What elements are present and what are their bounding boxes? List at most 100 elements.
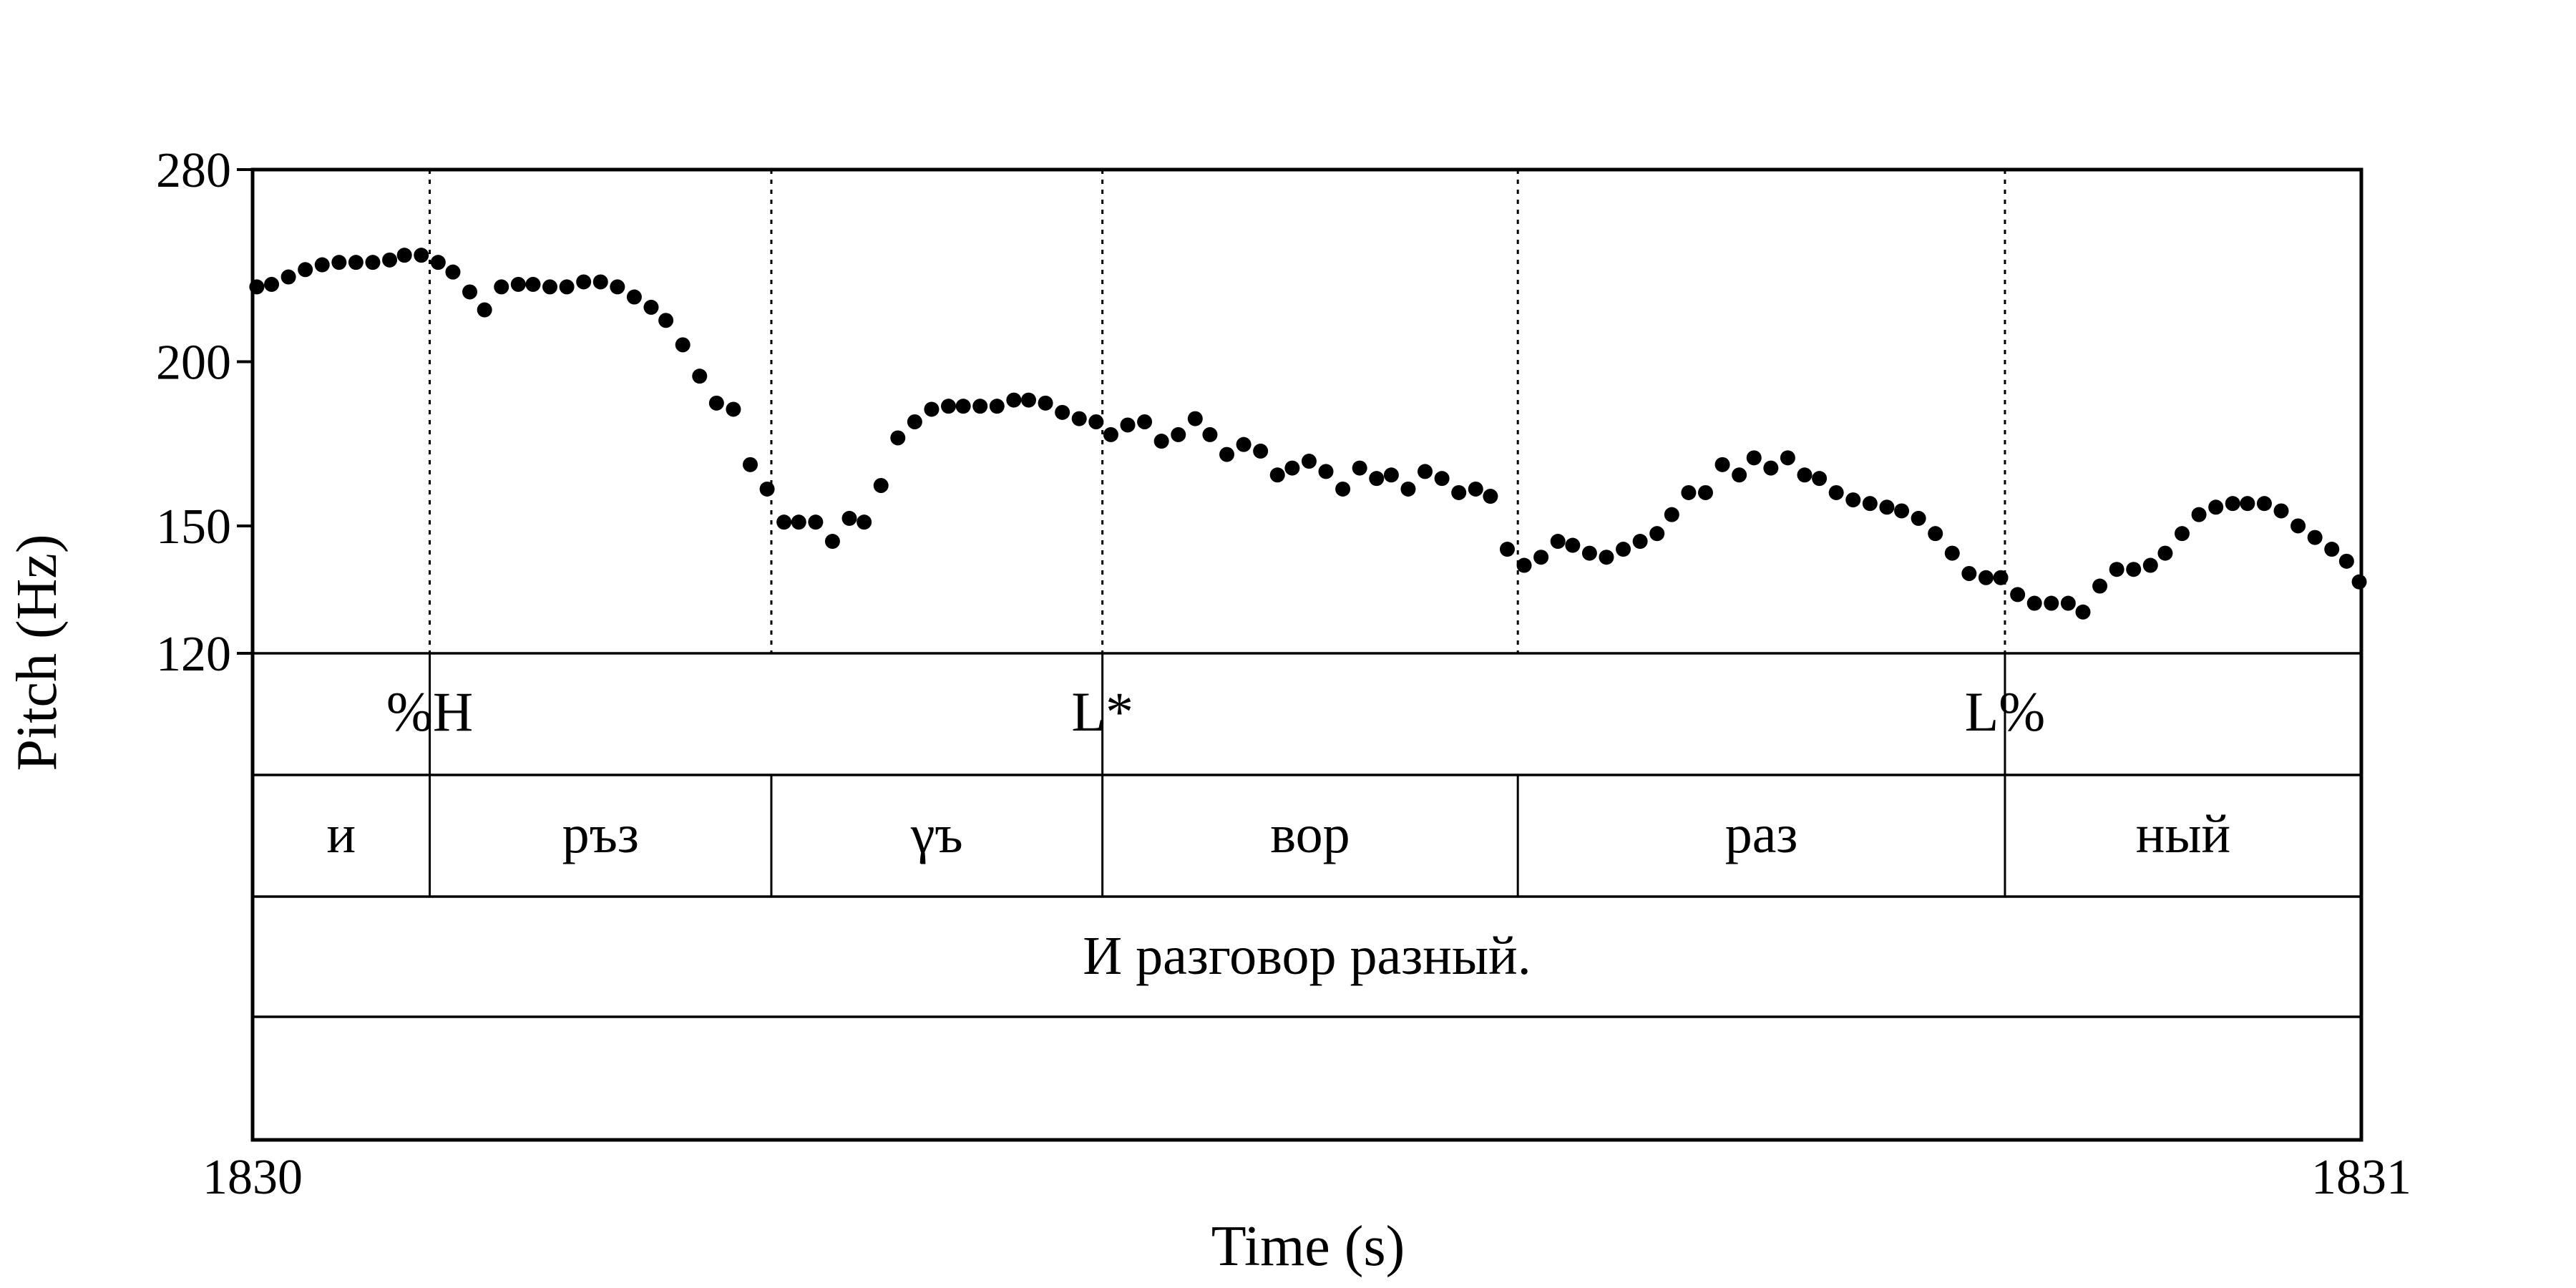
pitch-point bbox=[791, 514, 806, 530]
pitch-point bbox=[1632, 534, 1648, 550]
syllable-label: и bbox=[326, 804, 356, 864]
pitch-point bbox=[1746, 450, 1762, 466]
pitch-point bbox=[2026, 595, 2042, 611]
pitch-point bbox=[2324, 542, 2340, 557]
pitch-point bbox=[1944, 545, 1960, 561]
pitch-point bbox=[610, 279, 625, 295]
pitch-point bbox=[1006, 392, 1022, 408]
pitch-point bbox=[559, 279, 575, 295]
pitch-point bbox=[1434, 471, 1450, 487]
pitch-point bbox=[1137, 414, 1153, 430]
pitch-point bbox=[1187, 411, 1203, 426]
boundary-lines bbox=[429, 170, 2006, 653]
pitch-point bbox=[1103, 426, 1118, 442]
pitch-point bbox=[494, 279, 509, 295]
pitch-point bbox=[1828, 484, 1844, 500]
pitch-point bbox=[1616, 542, 1631, 557]
pitch-point bbox=[2351, 574, 2367, 590]
sentence-label: И разговор разный. bbox=[1083, 926, 1531, 986]
pitch-point bbox=[1171, 426, 1186, 442]
pitch-point bbox=[1599, 550, 1614, 565]
pitch-point bbox=[2109, 562, 2124, 577]
pitch-point bbox=[430, 255, 446, 270]
pitch-point bbox=[941, 399, 957, 414]
pitch-point bbox=[1550, 534, 1566, 550]
pitch-point bbox=[2191, 507, 2207, 522]
pitch-point bbox=[1664, 507, 1679, 522]
pitch-point bbox=[759, 481, 775, 497]
pitch-point bbox=[2307, 530, 2323, 545]
pitch-point bbox=[2157, 545, 2173, 561]
pitch-point bbox=[1516, 557, 1532, 573]
pitch-point bbox=[1383, 467, 1399, 483]
pitch-point bbox=[1088, 414, 1104, 430]
pitch-points bbox=[249, 248, 2367, 620]
pitch-point bbox=[1483, 489, 1498, 504]
pitch-point bbox=[445, 264, 461, 280]
pitch-point bbox=[1797, 467, 1813, 483]
pitch-point bbox=[1845, 492, 1861, 508]
y-tick-label: 150 bbox=[156, 499, 231, 555]
syllable-label: γъ bbox=[910, 804, 963, 864]
syllable-label: вор bbox=[1270, 804, 1350, 864]
pitch-point bbox=[414, 248, 429, 263]
pitch-point bbox=[857, 514, 872, 530]
y-tick-label: 280 bbox=[156, 143, 231, 198]
pitch-point bbox=[365, 255, 381, 270]
frame-border bbox=[250, 167, 2363, 1142]
pitch-point bbox=[1812, 471, 1828, 487]
pitch-point bbox=[1928, 526, 1943, 542]
syllable-label: ный bbox=[2136, 804, 2230, 864]
syllable-label: раз bbox=[1725, 804, 1798, 864]
pitch-point bbox=[1020, 392, 1036, 408]
pitch-point bbox=[626, 289, 642, 305]
pitch-point bbox=[2338, 553, 2354, 569]
pitch-point bbox=[280, 269, 296, 285]
pitch-point bbox=[1780, 450, 1795, 466]
pitch-point bbox=[1038, 395, 1053, 411]
pitch-point bbox=[1565, 537, 1581, 553]
y-tick-label: 200 bbox=[156, 335, 231, 390]
pitch-point bbox=[841, 510, 857, 526]
pitch-point bbox=[675, 337, 691, 353]
x-tick-label-end: 1831 bbox=[2311, 1150, 2411, 1205]
pitch-point bbox=[1894, 503, 1910, 519]
pitch-point bbox=[1993, 570, 2009, 585]
pitch-point bbox=[643, 299, 659, 315]
pitch-point bbox=[348, 255, 364, 270]
pitch-point bbox=[1369, 471, 1385, 487]
pitch-point bbox=[2208, 499, 2224, 515]
pitch-point bbox=[824, 534, 840, 550]
pitch-point bbox=[2290, 518, 2306, 534]
tone-label: %H bbox=[386, 680, 473, 743]
pitch-point bbox=[542, 279, 558, 295]
pitch-point bbox=[1418, 464, 1433, 479]
pitch-point bbox=[1499, 542, 1515, 557]
pitch-point bbox=[525, 276, 541, 292]
pitch-point bbox=[592, 274, 608, 290]
pitch-point bbox=[2060, 595, 2076, 611]
pitch-point bbox=[2010, 587, 2026, 602]
pitch-point bbox=[1055, 404, 1070, 420]
pitch-point bbox=[1236, 436, 1252, 452]
pitch-point bbox=[1732, 467, 1747, 483]
pitch-point bbox=[924, 401, 940, 417]
pitch-point bbox=[1581, 545, 1597, 561]
pitch-point bbox=[955, 399, 971, 414]
pitch-point bbox=[972, 399, 988, 414]
pitch-point bbox=[1911, 510, 1926, 526]
pitch-point bbox=[1978, 570, 1994, 585]
pitch-point bbox=[989, 399, 1005, 414]
y-axis-ticks: 120 150 200 280 bbox=[156, 143, 253, 682]
pitch-point bbox=[1318, 464, 1334, 479]
pitch-point bbox=[1284, 460, 1300, 476]
pitch-point bbox=[1681, 484, 1697, 500]
pitch-point bbox=[1451, 484, 1467, 500]
pitch-point bbox=[477, 302, 492, 318]
pitch-point bbox=[382, 252, 398, 268]
pitch-point bbox=[1219, 447, 1235, 462]
pitch-point bbox=[1763, 460, 1779, 476]
pitch-point bbox=[510, 276, 526, 292]
pitch-point bbox=[2256, 496, 2272, 512]
